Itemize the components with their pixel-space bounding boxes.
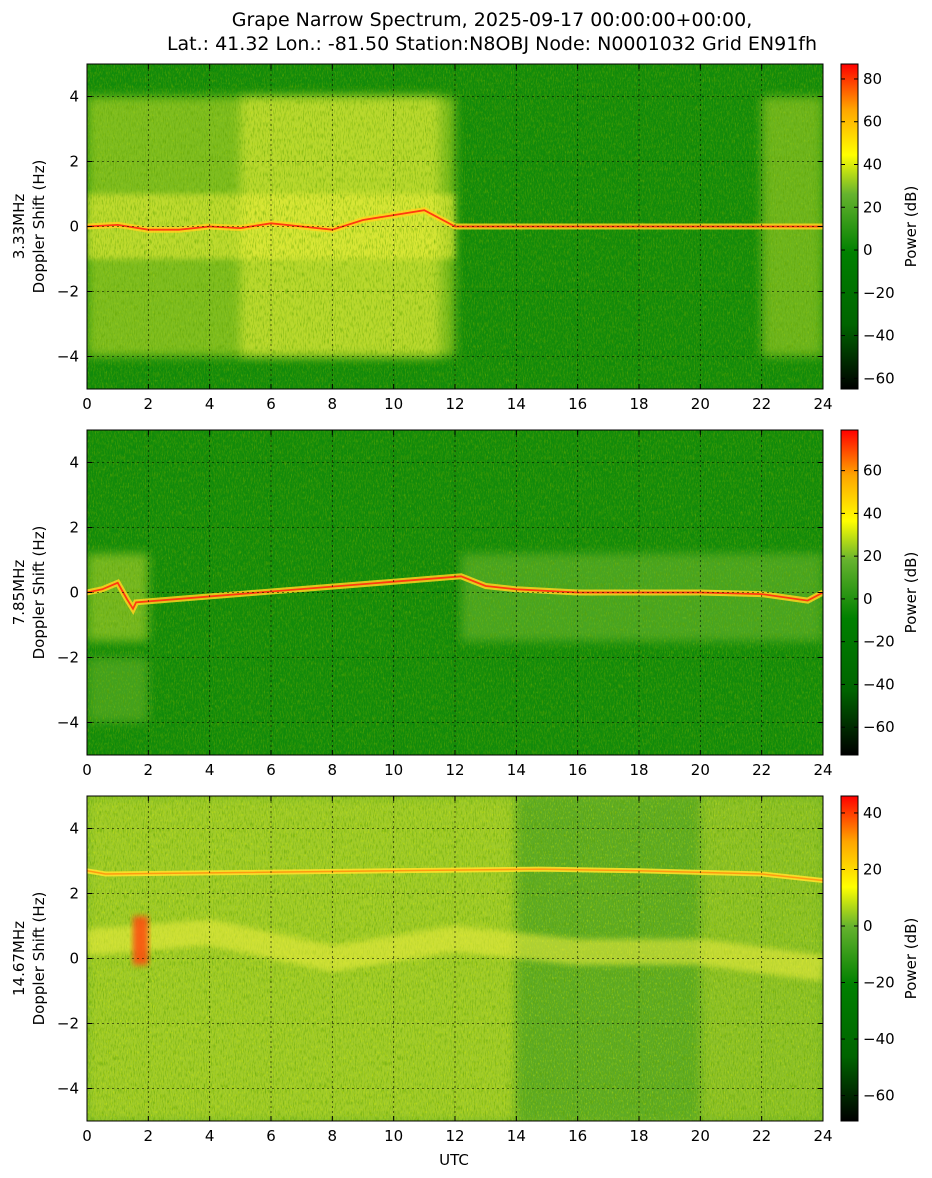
colorbar-label: Power (dB) [902, 918, 920, 1000]
colorbar-tick-label: 60 [863, 462, 882, 480]
x-tick-label: 22 [752, 395, 771, 413]
x-axis-label: UTC [439, 1151, 469, 1169]
colorbar [840, 429, 859, 756]
x-tick-label: 18 [629, 1127, 648, 1145]
frequency-label: 3.33MHz [10, 194, 28, 260]
x-tick-label: 24 [813, 395, 832, 413]
colorbar [840, 63, 859, 390]
x-tick-label: 2 [144, 761, 154, 779]
x-tick-label: 10 [384, 761, 403, 779]
y-tick-label: −4 [57, 348, 79, 366]
colorbar-tick-label: −20 [863, 633, 895, 651]
y-tick-label: −4 [57, 714, 79, 732]
y-tick-label: 4 [69, 88, 79, 106]
x-tick-label: 12 [445, 761, 464, 779]
colorbar-tick-label: 20 [863, 547, 882, 565]
x-tick-label: 10 [384, 395, 403, 413]
y-tick-label: 0 [69, 218, 79, 236]
x-tick-label: 8 [328, 1127, 338, 1145]
carrier-trace [87, 575, 823, 611]
y-axis-label: Doppler Shift (Hz) [30, 892, 48, 1026]
colorbar-label: Power (dB) [902, 552, 920, 634]
x-tick-label: 8 [328, 761, 338, 779]
y-tick-label: 2 [69, 885, 79, 903]
y-tick-label: 4 [69, 820, 79, 838]
x-tick-label: 4 [205, 1127, 215, 1145]
y-axis-label: Doppler Shift (Hz) [30, 160, 48, 294]
colorbar-tick-label: −40 [863, 327, 895, 345]
x-tick-label: 16 [568, 761, 587, 779]
colorbar-tick-label: 40 [863, 504, 882, 522]
colorbar-tick-label: 0 [863, 590, 873, 608]
x-tick-label: 12 [445, 395, 464, 413]
x-tick-label: 24 [813, 761, 832, 779]
frequency-label: 14.67MHz [10, 921, 28, 996]
colorbar-tick-label: −20 [863, 284, 895, 302]
colorbar-tick-label: −60 [863, 718, 895, 736]
y-tick-label: −2 [57, 1015, 79, 1033]
upper-trace-core [87, 868, 823, 882]
x-tick-label: 16 [568, 395, 587, 413]
x-tick-label: 8 [328, 395, 338, 413]
colorbar-tick-label: 40 [863, 155, 882, 173]
x-tick-label: 22 [752, 761, 771, 779]
x-tick-label: 0 [82, 1127, 92, 1145]
x-tick-label: 24 [813, 1127, 832, 1145]
colorbar-tick-label: 0 [863, 241, 873, 259]
chart-title-line-1: Grape Narrow Spectrum, 2025-09-17 00:00:… [232, 9, 753, 31]
x-tick-label: 4 [205, 761, 215, 779]
y-tick-label: −2 [57, 283, 79, 301]
x-tick-label: 0 [82, 395, 92, 413]
x-tick-label: 14 [507, 761, 526, 779]
x-tick-label: 10 [384, 1127, 403, 1145]
frequency-label: 7.85MHz [10, 560, 28, 626]
chart-title-line-2: Lat.: 41.32 Lon.: -81.50 Station:N8OBJ N… [167, 33, 817, 55]
y-tick-label: 0 [69, 950, 79, 968]
colorbar-tick-label: −60 [863, 1087, 895, 1105]
x-tick-label: 20 [691, 395, 710, 413]
colorbar-tick-label: −40 [863, 1030, 895, 1048]
y-tick-label: −4 [57, 1080, 79, 1098]
x-tick-label: 22 [752, 1127, 771, 1145]
x-tick-label: 18 [629, 395, 648, 413]
x-tick-label: 12 [445, 1127, 464, 1145]
colorbar-tick-label: 0 [863, 917, 873, 935]
x-tick-label: 0 [82, 761, 92, 779]
x-tick-label: 2 [144, 1127, 154, 1145]
x-tick-label: 2 [144, 395, 154, 413]
colorbar-tick-label: 20 [863, 198, 882, 216]
x-tick-label: 20 [691, 1127, 710, 1145]
colorbar-tick-label: 40 [863, 804, 882, 822]
x-tick-label: 20 [691, 761, 710, 779]
y-tick-label: 4 [69, 454, 79, 472]
colorbar-tick-label: −40 [863, 675, 895, 693]
x-tick-label: 4 [205, 395, 215, 413]
y-tick-label: 0 [69, 584, 79, 602]
y-tick-label: −2 [57, 649, 79, 667]
colorbar-tick-label: −20 [863, 974, 895, 992]
colorbar-tick-label: 20 [863, 860, 882, 878]
x-tick-label: 18 [629, 761, 648, 779]
signal-burst [133, 916, 149, 965]
x-tick-label: 6 [266, 1127, 276, 1145]
x-tick-label: 6 [266, 395, 276, 413]
y-tick-label: 2 [69, 153, 79, 171]
colorbar [840, 795, 859, 1122]
x-tick-label: 6 [266, 761, 276, 779]
x-tick-label: 14 [507, 1127, 526, 1145]
colorbar-tick-label: 60 [863, 113, 882, 131]
x-tick-label: 16 [568, 1127, 587, 1145]
colorbar-tick-label: −60 [863, 369, 895, 387]
x-tick-label: 14 [507, 395, 526, 413]
carrier-trace [87, 209, 823, 231]
y-axis-label: Doppler Shift (Hz) [30, 526, 48, 660]
colorbar-tick-label: 80 [863, 70, 882, 88]
colorbar-label: Power (dB) [902, 186, 920, 268]
y-tick-label: 2 [69, 519, 79, 537]
